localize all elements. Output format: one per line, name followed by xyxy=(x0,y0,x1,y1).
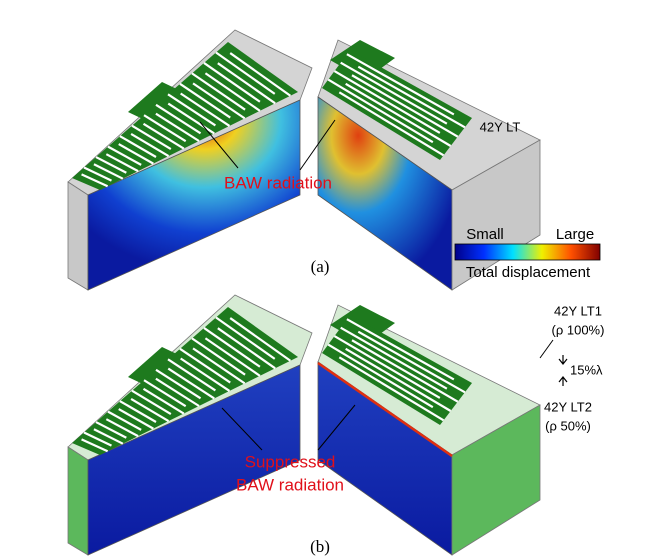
layer1-name: 42Y LT1 xyxy=(554,303,602,318)
annotation: BAW radiation xyxy=(224,173,332,192)
layer2-name: 42Y LT2 xyxy=(544,399,592,414)
panel-label: (b) xyxy=(310,537,330,556)
colorbar-max: Large xyxy=(556,226,594,243)
layer2-density: (ρ 50%) xyxy=(545,418,591,433)
layer1-density: (ρ 100%) xyxy=(552,322,605,337)
colorbar-min: Small xyxy=(466,226,504,243)
colorbar xyxy=(455,244,600,260)
annotation: Suppressed xyxy=(245,452,336,471)
substrate-label: 42Y LT xyxy=(480,119,521,134)
annotation: BAW radiation xyxy=(236,475,344,494)
panel-b-blocks xyxy=(68,295,540,555)
colorbar-title: Total displacement xyxy=(466,264,591,281)
thickness-arrows xyxy=(559,355,567,386)
panel-label: (a) xyxy=(311,257,330,276)
thickness: 15%λ xyxy=(570,362,603,377)
callout-line xyxy=(540,340,553,358)
figure: BAW radiation 42Y LT Small Large Total d… xyxy=(0,0,647,560)
